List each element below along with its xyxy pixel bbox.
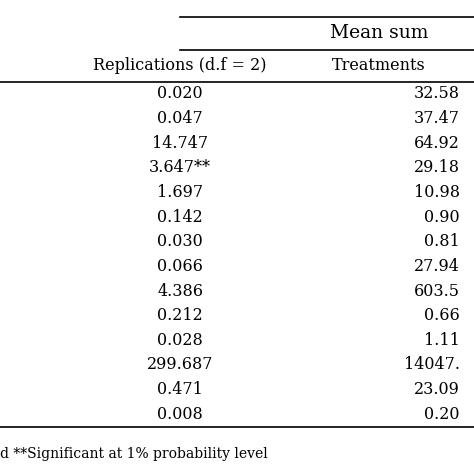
Text: 0.90: 0.90 [424, 209, 460, 226]
Text: Replications (d.f = 2): Replications (d.f = 2) [93, 57, 267, 74]
Text: 10.98: 10.98 [414, 184, 460, 201]
Text: 0.066: 0.066 [157, 258, 203, 275]
Text: 0.212: 0.212 [157, 307, 203, 324]
Text: 0.66: 0.66 [424, 307, 460, 324]
Text: 0.142: 0.142 [157, 209, 203, 226]
Text: 299.687: 299.687 [147, 356, 213, 374]
Text: d **Significant at 1% probability level: d **Significant at 1% probability level [0, 447, 268, 461]
Text: 0.20: 0.20 [424, 406, 460, 423]
Text: 0.020: 0.020 [157, 85, 203, 102]
Text: 4.386: 4.386 [157, 283, 203, 300]
Text: 64.92: 64.92 [414, 135, 460, 152]
Text: 14.747: 14.747 [152, 135, 208, 152]
Text: 0.008: 0.008 [157, 406, 203, 423]
Text: 37.47: 37.47 [414, 110, 460, 127]
Text: 0.028: 0.028 [157, 332, 203, 349]
Text: 23.09: 23.09 [414, 381, 460, 398]
Text: Treatments: Treatments [332, 57, 426, 74]
Text: 32.58: 32.58 [414, 85, 460, 102]
Text: 27.94: 27.94 [414, 258, 460, 275]
Text: 3.647**: 3.647** [149, 159, 211, 176]
Text: 29.18: 29.18 [414, 159, 460, 176]
Text: Mean sum: Mean sum [330, 24, 428, 42]
Text: 0.471: 0.471 [157, 381, 203, 398]
Text: 0.030: 0.030 [157, 233, 203, 250]
Text: 14047.: 14047. [404, 356, 460, 374]
Text: 1.697: 1.697 [157, 184, 203, 201]
Text: 0.81: 0.81 [424, 233, 460, 250]
Text: 1.11: 1.11 [424, 332, 460, 349]
Text: 0.047: 0.047 [157, 110, 203, 127]
Text: 603.5: 603.5 [414, 283, 460, 300]
